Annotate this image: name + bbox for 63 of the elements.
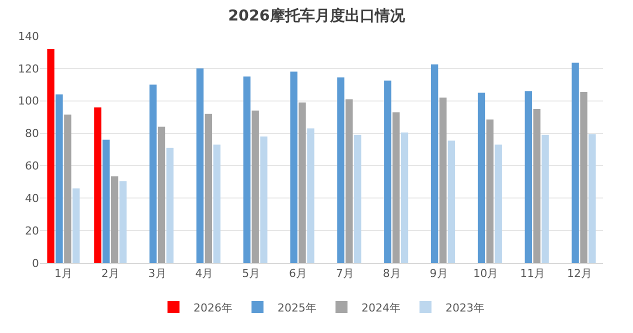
x-tick-label: 2月: [101, 267, 120, 280]
bar: [111, 176, 118, 263]
bar: [56, 94, 63, 263]
bar: [158, 126, 166, 263]
bar: [260, 136, 268, 263]
bar: [166, 148, 174, 263]
bar: [307, 128, 314, 263]
x-tick-label: 8月: [382, 267, 401, 280]
bar: [337, 77, 344, 263]
y-tick-label: 0: [32, 256, 39, 270]
legend-label: 2026年: [194, 301, 232, 314]
x-tick-label: 7月: [336, 267, 354, 280]
y-tick-label: 60: [25, 160, 39, 173]
bar: [572, 62, 579, 263]
bar: [439, 98, 447, 263]
bar: [588, 134, 596, 263]
bar: [524, 91, 532, 263]
x-tick-label: 1月: [54, 267, 72, 280]
bar: [213, 144, 220, 263]
bar: [542, 134, 549, 263]
bar: [72, 188, 80, 263]
chart-title: 2026摩托车月度出口情况: [228, 6, 406, 24]
bar: [384, 80, 392, 263]
x-tick-label: 4月: [195, 267, 214, 280]
bar: [494, 144, 502, 263]
bar: [400, 132, 408, 263]
legend-label: 2024年: [362, 301, 400, 314]
bar: [252, 110, 259, 263]
bar: [149, 84, 157, 263]
bar: [392, 112, 400, 263]
x-tick-label: 10月: [473, 267, 498, 280]
x-tick-label: 11月: [520, 267, 546, 280]
bar: [94, 107, 102, 263]
bar: [290, 72, 298, 263]
legend-label: 2025年: [278, 301, 316, 314]
y-tick-label: 20: [25, 224, 39, 238]
x-tick-label: 6月: [289, 267, 308, 280]
bar: [119, 181, 127, 263]
bar: [204, 114, 212, 263]
bar: [354, 134, 362, 263]
bar: [448, 140, 456, 263]
bar: [196, 68, 204, 263]
bar: [243, 76, 250, 263]
y-tick-label: 120: [18, 62, 39, 76]
x-tick-label: 9月: [430, 267, 448, 280]
y-tick-label: 100: [18, 94, 39, 108]
y-tick-label: 140: [18, 30, 39, 43]
legend-label: 2023年: [446, 301, 484, 314]
x-tick-label: 12月: [567, 267, 592, 280]
bar: [102, 140, 110, 263]
x-tick-label: 3月: [148, 267, 166, 280]
bar: [47, 48, 54, 263]
bar: [298, 102, 306, 263]
bar: [533, 108, 540, 263]
bar: [346, 99, 353, 263]
bar: [478, 92, 486, 263]
bar: [486, 120, 494, 263]
y-tick-label: 80: [25, 127, 39, 140]
y-tick-label: 40: [25, 192, 39, 205]
bar: [580, 92, 588, 263]
bar: [64, 114, 72, 263]
x-tick-label: 5月: [242, 267, 260, 280]
bar: [430, 64, 438, 263]
